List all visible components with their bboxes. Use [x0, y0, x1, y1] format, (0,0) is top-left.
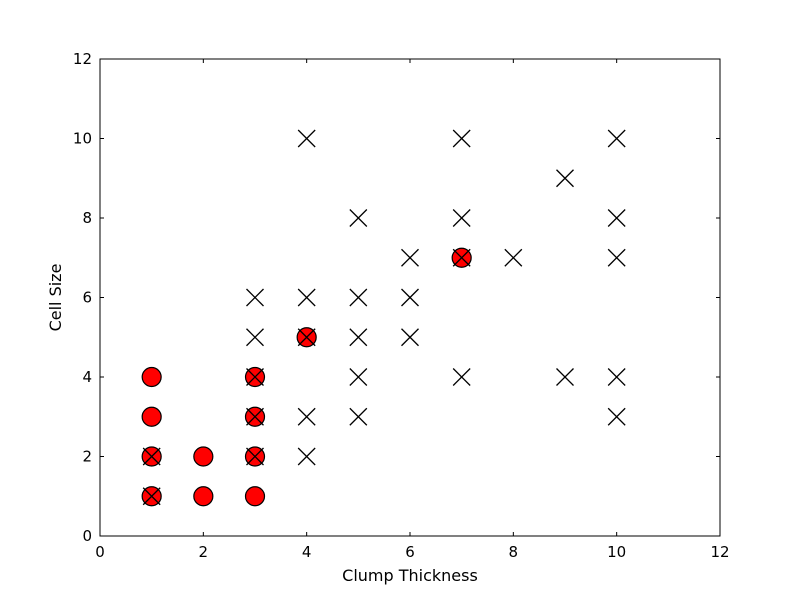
x-point	[297, 407, 316, 426]
x-point	[349, 288, 368, 307]
y-tick-label: 0	[82, 527, 92, 545]
x-point	[297, 328, 316, 347]
x-tick-label: 0	[95, 543, 105, 561]
y-tick-label: 4	[82, 368, 92, 386]
circle-point	[244, 486, 266, 507]
x-point	[142, 447, 161, 466]
x-point	[452, 368, 471, 386]
y-tick-label: 2	[82, 448, 92, 466]
x-point	[607, 129, 626, 148]
x-tick-label: 2	[199, 543, 209, 561]
x-point	[401, 328, 419, 347]
x-point	[246, 328, 264, 347]
circle-point	[193, 446, 214, 467]
x-tick-label: 4	[302, 543, 312, 561]
x-tick-label: 10	[607, 543, 626, 561]
x-point	[452, 209, 471, 227]
x-point	[401, 288, 419, 307]
circle-point	[141, 366, 162, 388]
x-tick-label: 8	[509, 543, 519, 561]
axis-ticks: 0 2 4 6 8 10 12 0 2 4 6 8 10 12	[73, 50, 730, 561]
x-point	[349, 368, 368, 386]
x-point	[246, 288, 264, 307]
x-point	[556, 169, 574, 188]
x-point	[349, 328, 368, 347]
x-point	[349, 209, 368, 227]
y-tick-label: 10	[73, 130, 92, 148]
x-point	[452, 129, 471, 148]
x-point	[297, 447, 316, 466]
x-tick-label: 12	[710, 543, 729, 561]
x-point	[607, 407, 626, 426]
x-point	[401, 248, 419, 267]
x-point	[504, 248, 523, 267]
x-point	[246, 407, 264, 426]
x-point	[297, 129, 316, 148]
x-axis-label: Clump Thickness	[342, 566, 478, 585]
y-tick-label: 12	[73, 50, 92, 68]
x-point	[452, 248, 471, 267]
x-point	[607, 368, 626, 386]
circle-point	[193, 486, 214, 507]
x-tick-label: 6	[405, 543, 415, 561]
x-point	[246, 368, 264, 386]
circle-point	[141, 406, 162, 427]
y-tick-label: 8	[82, 209, 92, 227]
x-point	[349, 407, 368, 426]
data-marks	[141, 129, 626, 507]
x-point	[607, 248, 626, 267]
x-point	[607, 209, 626, 227]
x-point	[556, 368, 574, 386]
x-point	[297, 288, 316, 307]
x-point	[142, 487, 161, 506]
x-point	[246, 447, 264, 466]
y-axis-label: Cell Size	[46, 264, 65, 332]
y-tick-label: 6	[82, 289, 92, 307]
